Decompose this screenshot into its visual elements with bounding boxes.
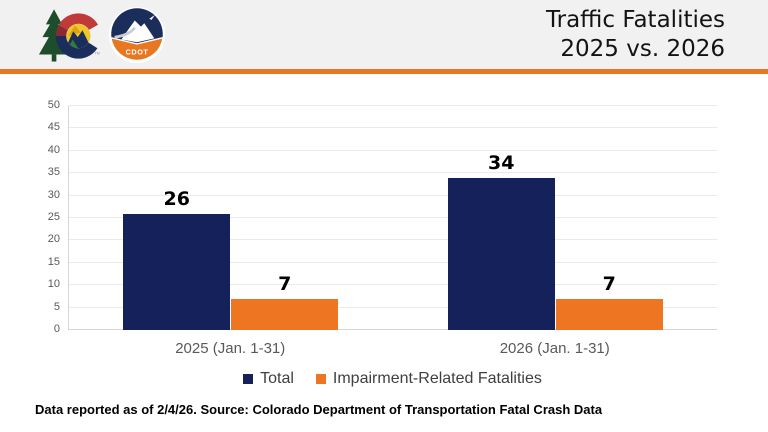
- title-line-1: Traffic Fatalities: [545, 7, 725, 33]
- bar-total-2: [447, 177, 555, 330]
- bar-value-label: 7: [602, 272, 616, 295]
- orange-divider: [0, 69, 768, 74]
- cdot-wordmark: CDOT: [126, 48, 149, 57]
- y-axis-tick-label: 35: [47, 166, 60, 179]
- legend-label: Impairment-Related Fatalities: [332, 370, 542, 387]
- bar-impairment-related-fatalities-1: [231, 298, 339, 330]
- bar-impairment-related-fatalities-2: [555, 298, 663, 330]
- y-axis-tick-label: 45: [47, 121, 60, 134]
- y-axis-tick-label: 40: [47, 143, 60, 156]
- gridline: [68, 149, 717, 151]
- gridline: [68, 127, 717, 129]
- y-axis-tick-label: 50: [47, 99, 60, 111]
- source-note: Data reported as of 2/4/26. Source: Colo…: [35, 402, 603, 417]
- gridline: [68, 261, 717, 263]
- gridline: [68, 239, 717, 241]
- bar-total-1: [123, 213, 231, 330]
- legend-swatch-icon: [243, 374, 254, 384]
- trademark-text: TM: [95, 52, 100, 56]
- colorado-state-logo-icon: TM: [38, 9, 100, 62]
- x-axis-category-label: 2026 (Jan. 1-31): [499, 340, 610, 357]
- gridline: [68, 284, 717, 286]
- gridline: [68, 172, 717, 174]
- gridline: [68, 194, 717, 196]
- bar-value-label: 26: [163, 187, 190, 210]
- y-axis-line: [68, 106, 69, 330]
- y-axis-tick-label: 10: [47, 278, 60, 291]
- x-axis-category-label: 2025 (Jan. 1-31): [175, 340, 286, 357]
- y-axis-tick-label: 0: [53, 323, 60, 335]
- y-axis-tick-label: 15: [47, 255, 60, 268]
- cdot-logo-icon: CDOT: [109, 7, 165, 63]
- header: TM CDOT Traffic Fatalities 2025 vs. 2026: [0, 0, 768, 69]
- legend-item: Total: [243, 370, 294, 388]
- chart-legend: Total Impairment-Related Fatalities: [68, 368, 717, 390]
- gridline: [68, 329, 717, 330]
- y-axis-tick-label: 20: [47, 233, 60, 246]
- legend-item: Impairment-Related Fatalities: [315, 370, 542, 388]
- page-title: Traffic Fatalities 2025 vs. 2026: [546, 6, 725, 64]
- gridline: [68, 217, 717, 218]
- y-axis-tick-label: 25: [47, 211, 60, 223]
- title-line-2: 2025 vs. 2026: [560, 36, 725, 62]
- legend-swatch-icon: [315, 374, 326, 384]
- y-axis-tick-label: 5: [53, 300, 60, 313]
- bar-value-label: 34: [488, 151, 515, 174]
- gridline: [68, 105, 717, 106]
- y-axis-tick-label: 30: [47, 188, 60, 201]
- legend-label: Total: [260, 370, 294, 387]
- gridline: [68, 306, 717, 308]
- bar-value-label: 7: [278, 272, 292, 295]
- logo-row: TM CDOT: [36, 7, 165, 65]
